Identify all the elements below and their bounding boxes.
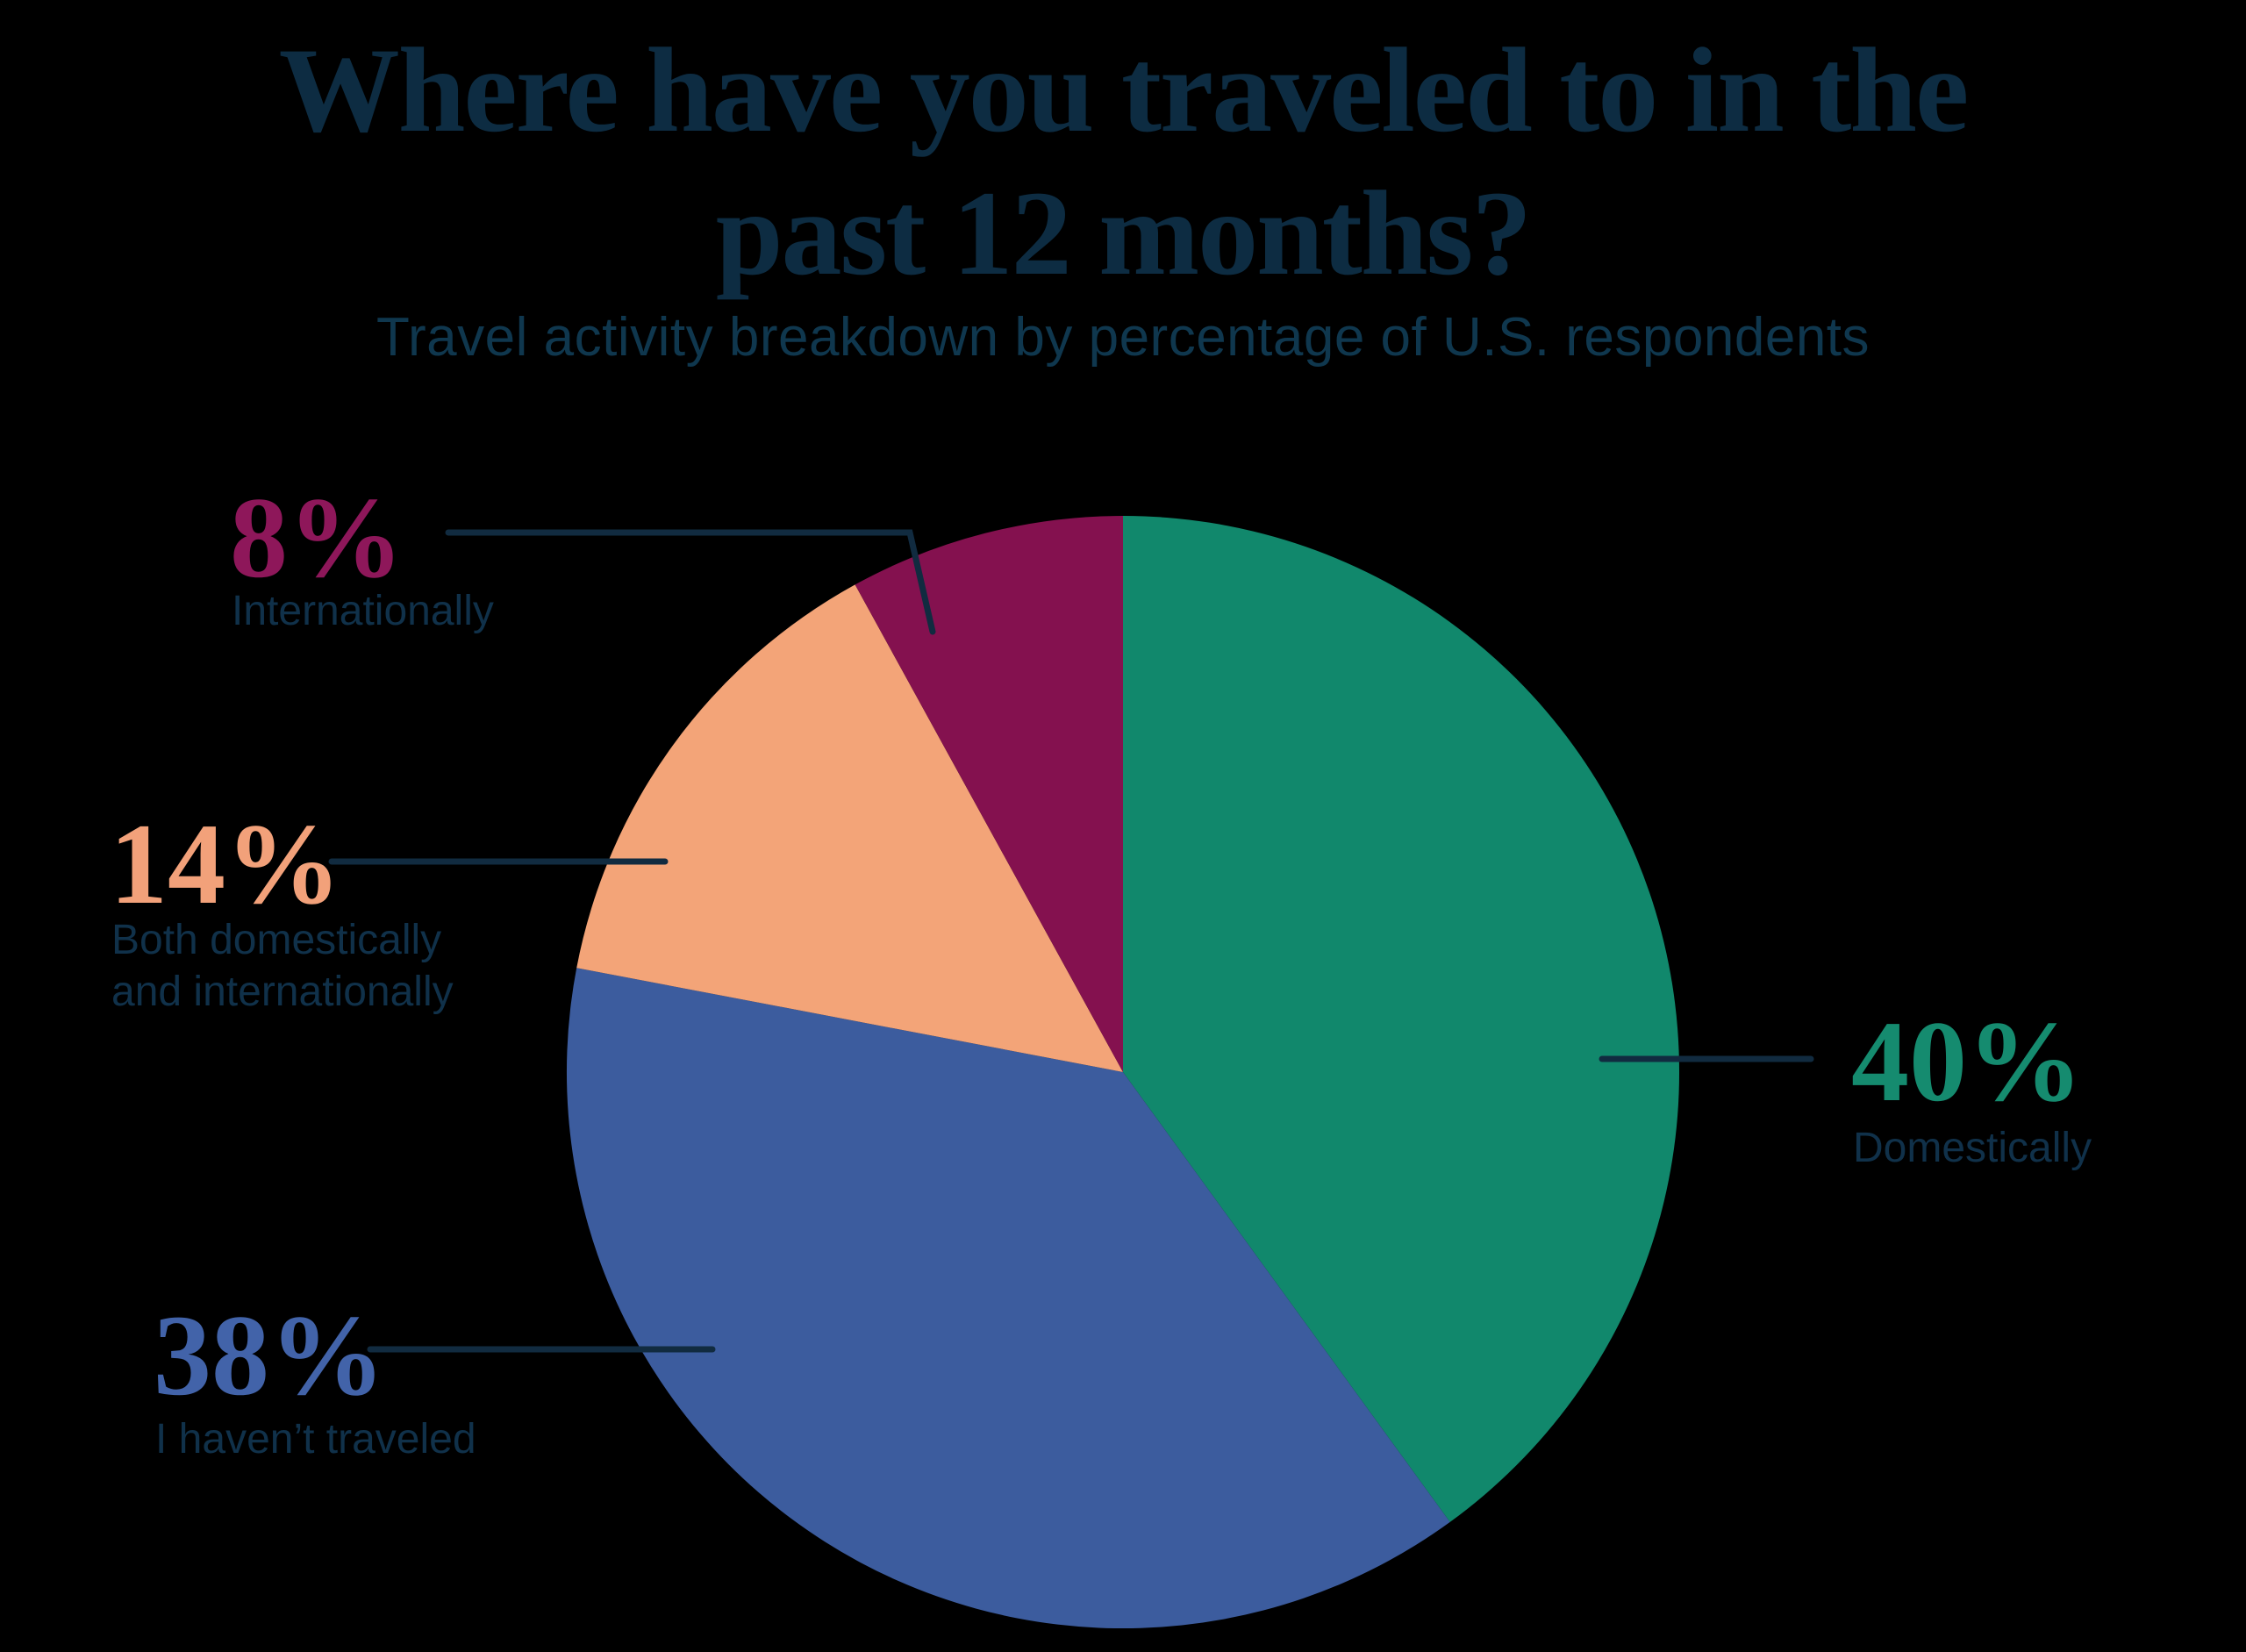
label-havent-traveled: I haven’t traveled	[155, 1416, 476, 1462]
percent-havent-traveled: 38%	[154, 1291, 385, 1420]
label-both-domestically-internationally: Both domestically and internationally	[111, 917, 454, 1015]
percent-domestically: 40%	[1851, 997, 2083, 1126]
chart-title-line1: Where have you traveled to in the	[278, 23, 1970, 157]
percent-both-domestically-internationally: 14%	[110, 799, 341, 928]
pie	[566, 516, 1680, 1629]
leader-line-internationally	[445, 529, 936, 635]
chart-title-line2: past 12 months?	[715, 165, 1533, 300]
label-domestically: Domestically	[1853, 1125, 2092, 1171]
label-internationally: Internationally	[232, 588, 494, 634]
pie-slice-domestically	[1123, 516, 1680, 1522]
percent-internationally: 8%	[230, 473, 404, 602]
pie-slice-internationally	[855, 516, 1123, 1072]
chart-title: Where have you traveled to in the past 1…	[0, 19, 2246, 305]
pie-slice-both-domestically-and-internationally	[576, 584, 1123, 1072]
chart-subtitle: Travel activity breakdown by percentage …	[376, 307, 1870, 368]
pie-slice-i-haven-t-traveled	[566, 968, 1450, 1629]
